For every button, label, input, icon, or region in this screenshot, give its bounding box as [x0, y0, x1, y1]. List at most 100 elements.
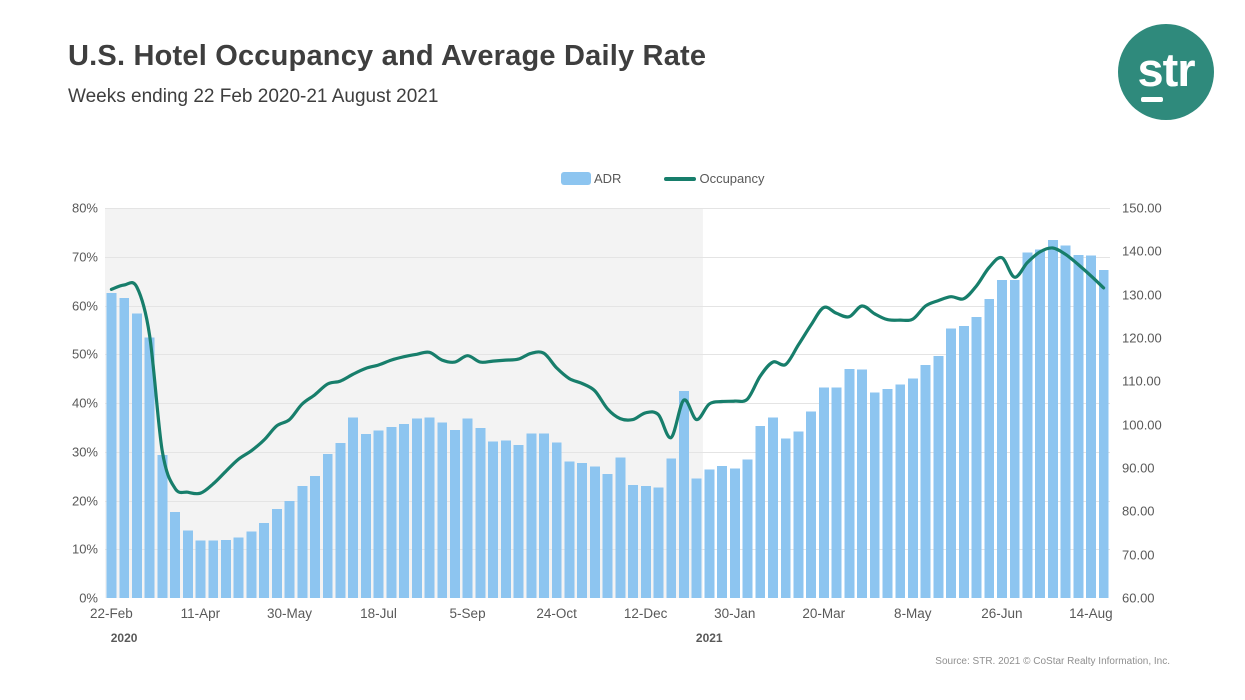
adr-bar	[882, 389, 893, 598]
adr-bar	[310, 476, 320, 598]
adr-bar	[297, 485, 308, 598]
adr-bar	[602, 474, 613, 598]
x-axis-tick-label: 22-Feb	[89, 606, 133, 621]
adr-bar	[424, 417, 435, 598]
y-axis-tick-label-right: 120.00	[1122, 330, 1162, 346]
x-axis-tick-label: 11-Apr	[180, 606, 221, 621]
adr-bar	[119, 298, 130, 598]
adr-bar	[844, 368, 855, 598]
adr-bar	[195, 540, 206, 598]
adr-bar	[348, 417, 359, 598]
adr-bar	[284, 500, 295, 598]
adr-bar	[691, 478, 702, 598]
y-axis-tick-label-left: 40%	[71, 395, 98, 411]
y-axis-tick-label-right: 140.00	[1122, 243, 1162, 259]
adr-bar	[322, 454, 333, 598]
x-axis-tick-label: 26-Jun	[981, 606, 1023, 621]
page-title: U.S. Hotel Occupancy and Average Daily R…	[68, 40, 707, 72]
adr-bar	[157, 455, 168, 598]
adr-bar	[399, 423, 410, 598]
adr-bar	[755, 425, 766, 598]
y-axis-tick-label-right: 60.00	[1122, 590, 1155, 606]
x-axis-tick-label: 24-Oct	[536, 606, 577, 621]
adr-bar	[182, 530, 193, 598]
chart-legend: ADR Occupancy	[561, 171, 765, 186]
adr-bar	[335, 442, 346, 598]
occupancy-swatch-icon	[664, 176, 697, 181]
adr-bar	[360, 434, 371, 598]
adr-bar	[958, 325, 969, 598]
adr-bar	[462, 418, 473, 598]
y-axis-tick-label-right: 70.00	[1122, 547, 1155, 563]
adr-bar	[271, 509, 282, 598]
adr-bar	[513, 445, 524, 598]
adr-bar	[768, 417, 778, 598]
adr-bar	[818, 387, 829, 598]
x-axis: 22-Feb 11-Apr 30-May 18-Jul 5-Sep 24-Oct 12-De…	[90, 606, 1113, 626]
adr-bar	[500, 440, 511, 598]
y-axis-tick-label-right: 110.00	[1122, 373, 1161, 389]
legend-item-occupancy: Occupancy	[631, 171, 765, 186]
adr-bar	[628, 484, 639, 598]
adr-bar	[564, 461, 575, 598]
adr-bar	[920, 364, 931, 598]
adr-bar	[131, 313, 142, 598]
adr-bar	[678, 390, 689, 598]
str-logo-underline	[1141, 97, 1163, 102]
year-label-2020: 2020	[110, 631, 138, 645]
adr-bar	[984, 299, 995, 598]
year-label-2021: 2021	[695, 631, 723, 645]
legend-adr-label: ADR	[594, 171, 622, 186]
adr-bar	[1060, 245, 1071, 598]
adr-bar	[170, 511, 181, 598]
adr-bar	[1009, 279, 1020, 598]
legend-occupancy-label: Occupancy	[699, 171, 765, 186]
legend-item-adr: ADR	[561, 171, 621, 186]
y-axis-tick-label-left: 20%	[71, 493, 98, 508]
adr-bar	[411, 418, 422, 598]
y-axis-tick-label-left: 0%	[79, 590, 98, 606]
adr-bar	[106, 292, 117, 598]
adr-bar	[1098, 269, 1109, 598]
x-axis-tick-label: 18-Jul	[360, 606, 397, 621]
y-axis-tick-label-left: 30%	[71, 444, 98, 460]
source-note: Source: STR. 2021 © CoStar Realty Inform…	[935, 656, 1170, 667]
adr-bar	[997, 279, 1007, 598]
adr-bar	[1035, 249, 1046, 598]
adr-bar	[653, 487, 664, 598]
y-axis-tick-label-right: 80.00	[1122, 503, 1155, 519]
adr-bar	[577, 462, 588, 598]
y-axis-tick-label-left: 70%	[71, 249, 98, 265]
adr-bar	[373, 430, 384, 598]
y-axis-tick-label-left: 50%	[71, 346, 98, 362]
x-axis-year-labels: 2020 2021	[105, 631, 1110, 647]
adr-bar	[437, 422, 448, 598]
y-axis-left-occupancy: 80% 70% 60% 50% 40% 30% 20% 10% 0%	[0, 201, 98, 606]
adr-bar	[971, 316, 982, 598]
y-axis-tick-label-left: 60%	[71, 298, 98, 313]
x-axis-tick-label: 12-Dec	[623, 606, 668, 621]
adr-swatch-icon	[561, 172, 591, 185]
y-axis-tick-label-right: 130.00	[1122, 287, 1162, 303]
x-axis-tick-label: 14-Aug	[1069, 606, 1113, 621]
adr-bar	[933, 356, 944, 598]
adr-bar	[666, 458, 677, 598]
x-axis-tick-label: 30-May	[266, 606, 312, 621]
y-axis-tick-label-left: 10%	[71, 541, 98, 557]
y-axis-tick-label-right: 100.00	[1122, 417, 1162, 433]
y-axis-tick-label-left: 80%	[71, 200, 98, 216]
y-axis-tick-label-right: 150.00	[1122, 200, 1162, 216]
x-axis-tick-label: 8-May	[894, 606, 932, 621]
adr-bar	[539, 433, 549, 598]
adr-bar	[780, 438, 791, 598]
adr-bar	[144, 337, 155, 598]
adr-bar	[895, 384, 906, 598]
adr-bar	[233, 537, 244, 598]
adr-bar	[1022, 252, 1033, 598]
str-logo: str	[1118, 24, 1214, 120]
adr-bar	[589, 466, 600, 598]
adr-bar	[551, 442, 562, 598]
adr-bar	[869, 392, 880, 598]
adr-bar	[1086, 255, 1096, 599]
adr-bar	[717, 465, 728, 598]
